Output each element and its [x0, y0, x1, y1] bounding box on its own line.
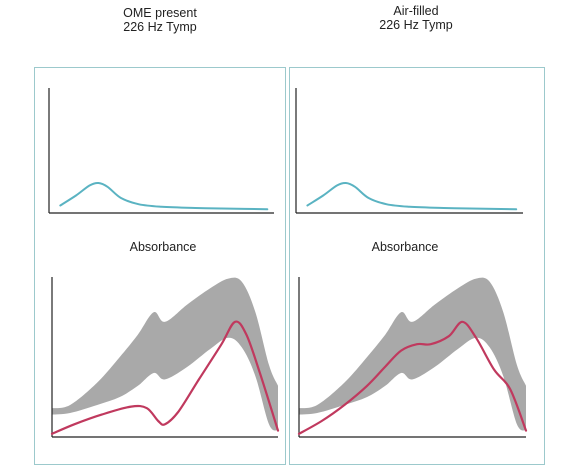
ome-absorbance-norm-band [52, 277, 278, 431]
air-absorbance-norm-band [299, 277, 526, 431]
air-absorbance-absorbance-curve [297, 320, 528, 435]
air-tymp-tymp-curve [306, 181, 518, 211]
absorbance-label-air-filled: Absorbance [371, 240, 439, 254]
column-title-air-filled: Air-filled 226 Hz Tymp [379, 4, 453, 32]
absorbance-label-ome: Absorbance [129, 240, 197, 254]
panel-air-filled [289, 67, 545, 465]
ome-absorbance-absorbance-curve [50, 320, 280, 435]
ome-tymp-tymp-curve [59, 181, 269, 211]
column-title-ome: OME present 226 Hz Tymp [123, 6, 197, 34]
panel-ome [34, 67, 286, 465]
